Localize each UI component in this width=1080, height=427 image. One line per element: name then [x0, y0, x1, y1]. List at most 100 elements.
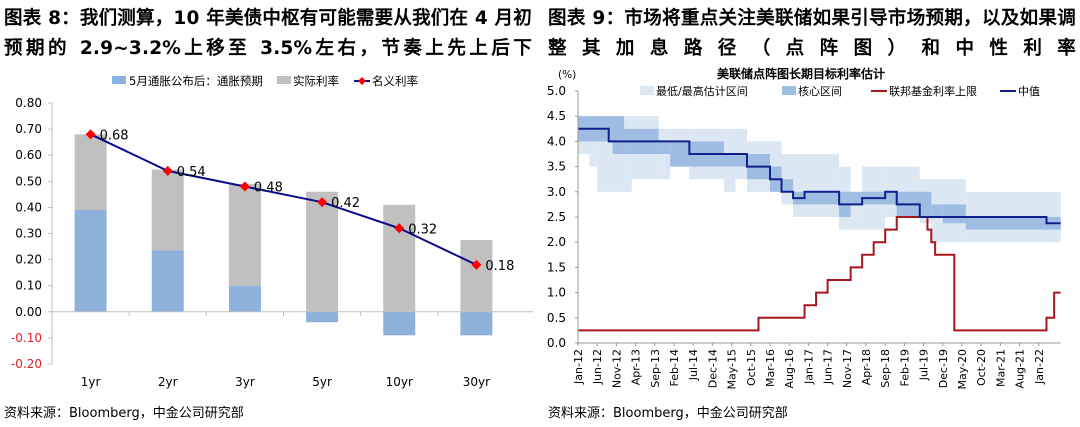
- x-tick-label: Jan-22: [1033, 349, 1046, 385]
- x-tick-label: Apr-13: [630, 349, 643, 385]
- y-tick-label: -0.20: [11, 357, 42, 371]
- x-tick-label: Jun-17: [822, 349, 835, 385]
- nominal-rate-marker: [239, 181, 250, 192]
- x-tick-label: Jan-17: [802, 349, 815, 385]
- y-axis-unit: (%): [558, 69, 576, 81]
- x-tick-label: Aug-16: [783, 349, 796, 388]
- figure-9-source: 资料来源：Bloomberg，中金公司研究部: [548, 406, 788, 421]
- legend-label: 最低/最高估计区间: [656, 84, 748, 98]
- nominal-rate-marker: [317, 197, 328, 208]
- legend-label: 核心区间: [798, 84, 842, 98]
- x-tick-label: 2yr: [158, 375, 178, 389]
- nominal-rate-marker: [85, 129, 96, 140]
- bar-segment: [460, 311, 493, 336]
- x-tick-label: Aug-21: [1014, 349, 1027, 388]
- y-tick-label: 0.30: [15, 227, 42, 241]
- legend-swatch-core-range: [782, 86, 796, 95]
- x-tick-label: Dec-14: [706, 349, 719, 388]
- bar-segment: [306, 191, 339, 312]
- data-label: 0.18: [485, 259, 514, 274]
- x-tick-label: May-20: [956, 349, 969, 390]
- y-tick-label: 3.0: [547, 185, 566, 199]
- y-tick-label: 1.0: [547, 286, 566, 300]
- chart-title: 美联储点阵图长期目标利率估计: [717, 66, 885, 81]
- legend-swatch-full-range: [640, 86, 654, 95]
- x-tick-label: 10yr: [386, 375, 413, 389]
- x-tick-label: 5yr: [312, 375, 332, 389]
- y-tick-label: 4.0: [547, 134, 566, 148]
- range-band: [931, 204, 943, 217]
- range-band: [793, 154, 840, 217]
- y-tick-label: 3.5: [547, 160, 566, 174]
- data-label: 0.32: [408, 222, 437, 237]
- x-tick-label: Dec-19: [937, 349, 950, 388]
- legend-swatch-real: [277, 76, 291, 84]
- bar-segment: [151, 169, 184, 251]
- left-figure-panel: 图表 8：我们测算，10 年美债中枢有可能需要从我们在 4 月初预期的 2.9~…: [0, 0, 536, 427]
- y-tick-label: 0.5: [547, 311, 566, 325]
- y-tick-label: 0.60: [15, 148, 42, 162]
- fed-funds-upper-line: [578, 216, 1061, 332]
- nominal-rate-marker: [471, 259, 482, 270]
- y-tick-label: 2.5: [547, 210, 566, 224]
- x-tick-label: Feb-19: [898, 349, 911, 386]
- y-tick-label: 0.50: [15, 174, 42, 188]
- median-line: [578, 127, 1061, 225]
- bar-segment: [460, 240, 493, 312]
- legend-label: 实际利率: [293, 74, 339, 88]
- range-band: [612, 116, 625, 154]
- x-tick-label: Sep-18: [879, 349, 892, 388]
- x-tick-label: Apr-18: [860, 349, 873, 385]
- data-label: 0.42: [331, 196, 360, 211]
- legend-label: 联邦基金利率上限: [889, 84, 977, 98]
- y-tick-label: 0.20: [15, 253, 42, 267]
- x-tick-label: Jul-14: [687, 349, 700, 381]
- legend-marker-nominal: [358, 77, 366, 85]
- range-band: [942, 204, 966, 224]
- range-band: [850, 191, 863, 230]
- figure-8-title: 图表 8：我们测算，10 年美债中枢有可能需要从我们在 4 月初预期的 2.9~…: [4, 8, 532, 59]
- legend-label: 名义利率: [372, 74, 418, 88]
- range-band: [658, 141, 671, 154]
- bar-segment: [74, 210, 107, 312]
- x-tick-label: Mar-21: [994, 349, 1007, 387]
- x-tick-label: 3yr: [235, 375, 255, 389]
- bar-segment: [74, 134, 107, 211]
- x-tick-label: Mar-16: [764, 349, 777, 387]
- x-tick-label: Nov-17: [841, 349, 854, 388]
- figure-9-title: 图表 9：市场将重点关注美联储如果引导市场预期，以及如果调整其加息路径（点阵图）…: [548, 8, 1076, 59]
- data-label: 0.54: [177, 165, 206, 180]
- bar-segment: [306, 311, 339, 323]
- y-tick-label: 0.00: [15, 305, 42, 319]
- x-tick-label: 30yr: [463, 375, 490, 389]
- x-tick-label: Jan-12: [572, 349, 585, 385]
- range-band: [781, 179, 794, 192]
- y-tick-label: 0.10: [15, 279, 42, 293]
- y-tick-label: 2.0: [547, 235, 566, 249]
- y-tick-label: 5.0: [547, 84, 566, 98]
- figure-8-source: 资料来源：Bloomberg，中金公司研究部: [4, 406, 244, 421]
- bar-segment: [383, 311, 416, 336]
- y-tick-label: 1.5: [547, 260, 566, 274]
- inflation-real-nominal-chart: 0.80 0.70 0.60 0.50 0.40 0.30 0.20 0.10 0.00 -0.1…: [11, 74, 533, 389]
- y-tick-label: 0.0: [547, 336, 566, 350]
- bar-segment: [228, 285, 261, 312]
- legend-label: 中值: [1018, 85, 1040, 98]
- x-tick-label: Oct-20: [975, 349, 988, 386]
- bar-segment: [228, 183, 261, 286]
- bar-segment: [383, 204, 416, 312]
- y-tick-label: -0.10: [11, 331, 42, 345]
- y-tick-label: 0.80: [15, 96, 42, 110]
- x-tick-label: Jul-19: [918, 349, 931, 381]
- nominal-rate-marker: [162, 165, 173, 176]
- x-tick-label: Jun-12: [591, 349, 604, 385]
- y-tick-label: 0.40: [15, 200, 42, 214]
- legend-label: 5月通胀公布后：通胀预期: [129, 74, 263, 88]
- bar-segment: [151, 250, 184, 312]
- nominal-rate-marker: [394, 223, 405, 234]
- range-band: [965, 217, 1061, 230]
- fed-dot-plot-chart: 5.0 4.5 4.0 3.5 3.0 2.5 2.0 1.5 1.0 0.5 0.0 (%) Jan-…: [547, 66, 1061, 390]
- nominal-rate-line: [90, 133, 477, 266]
- y-tick-label: 0.70: [15, 122, 42, 136]
- range-band: [723, 154, 747, 167]
